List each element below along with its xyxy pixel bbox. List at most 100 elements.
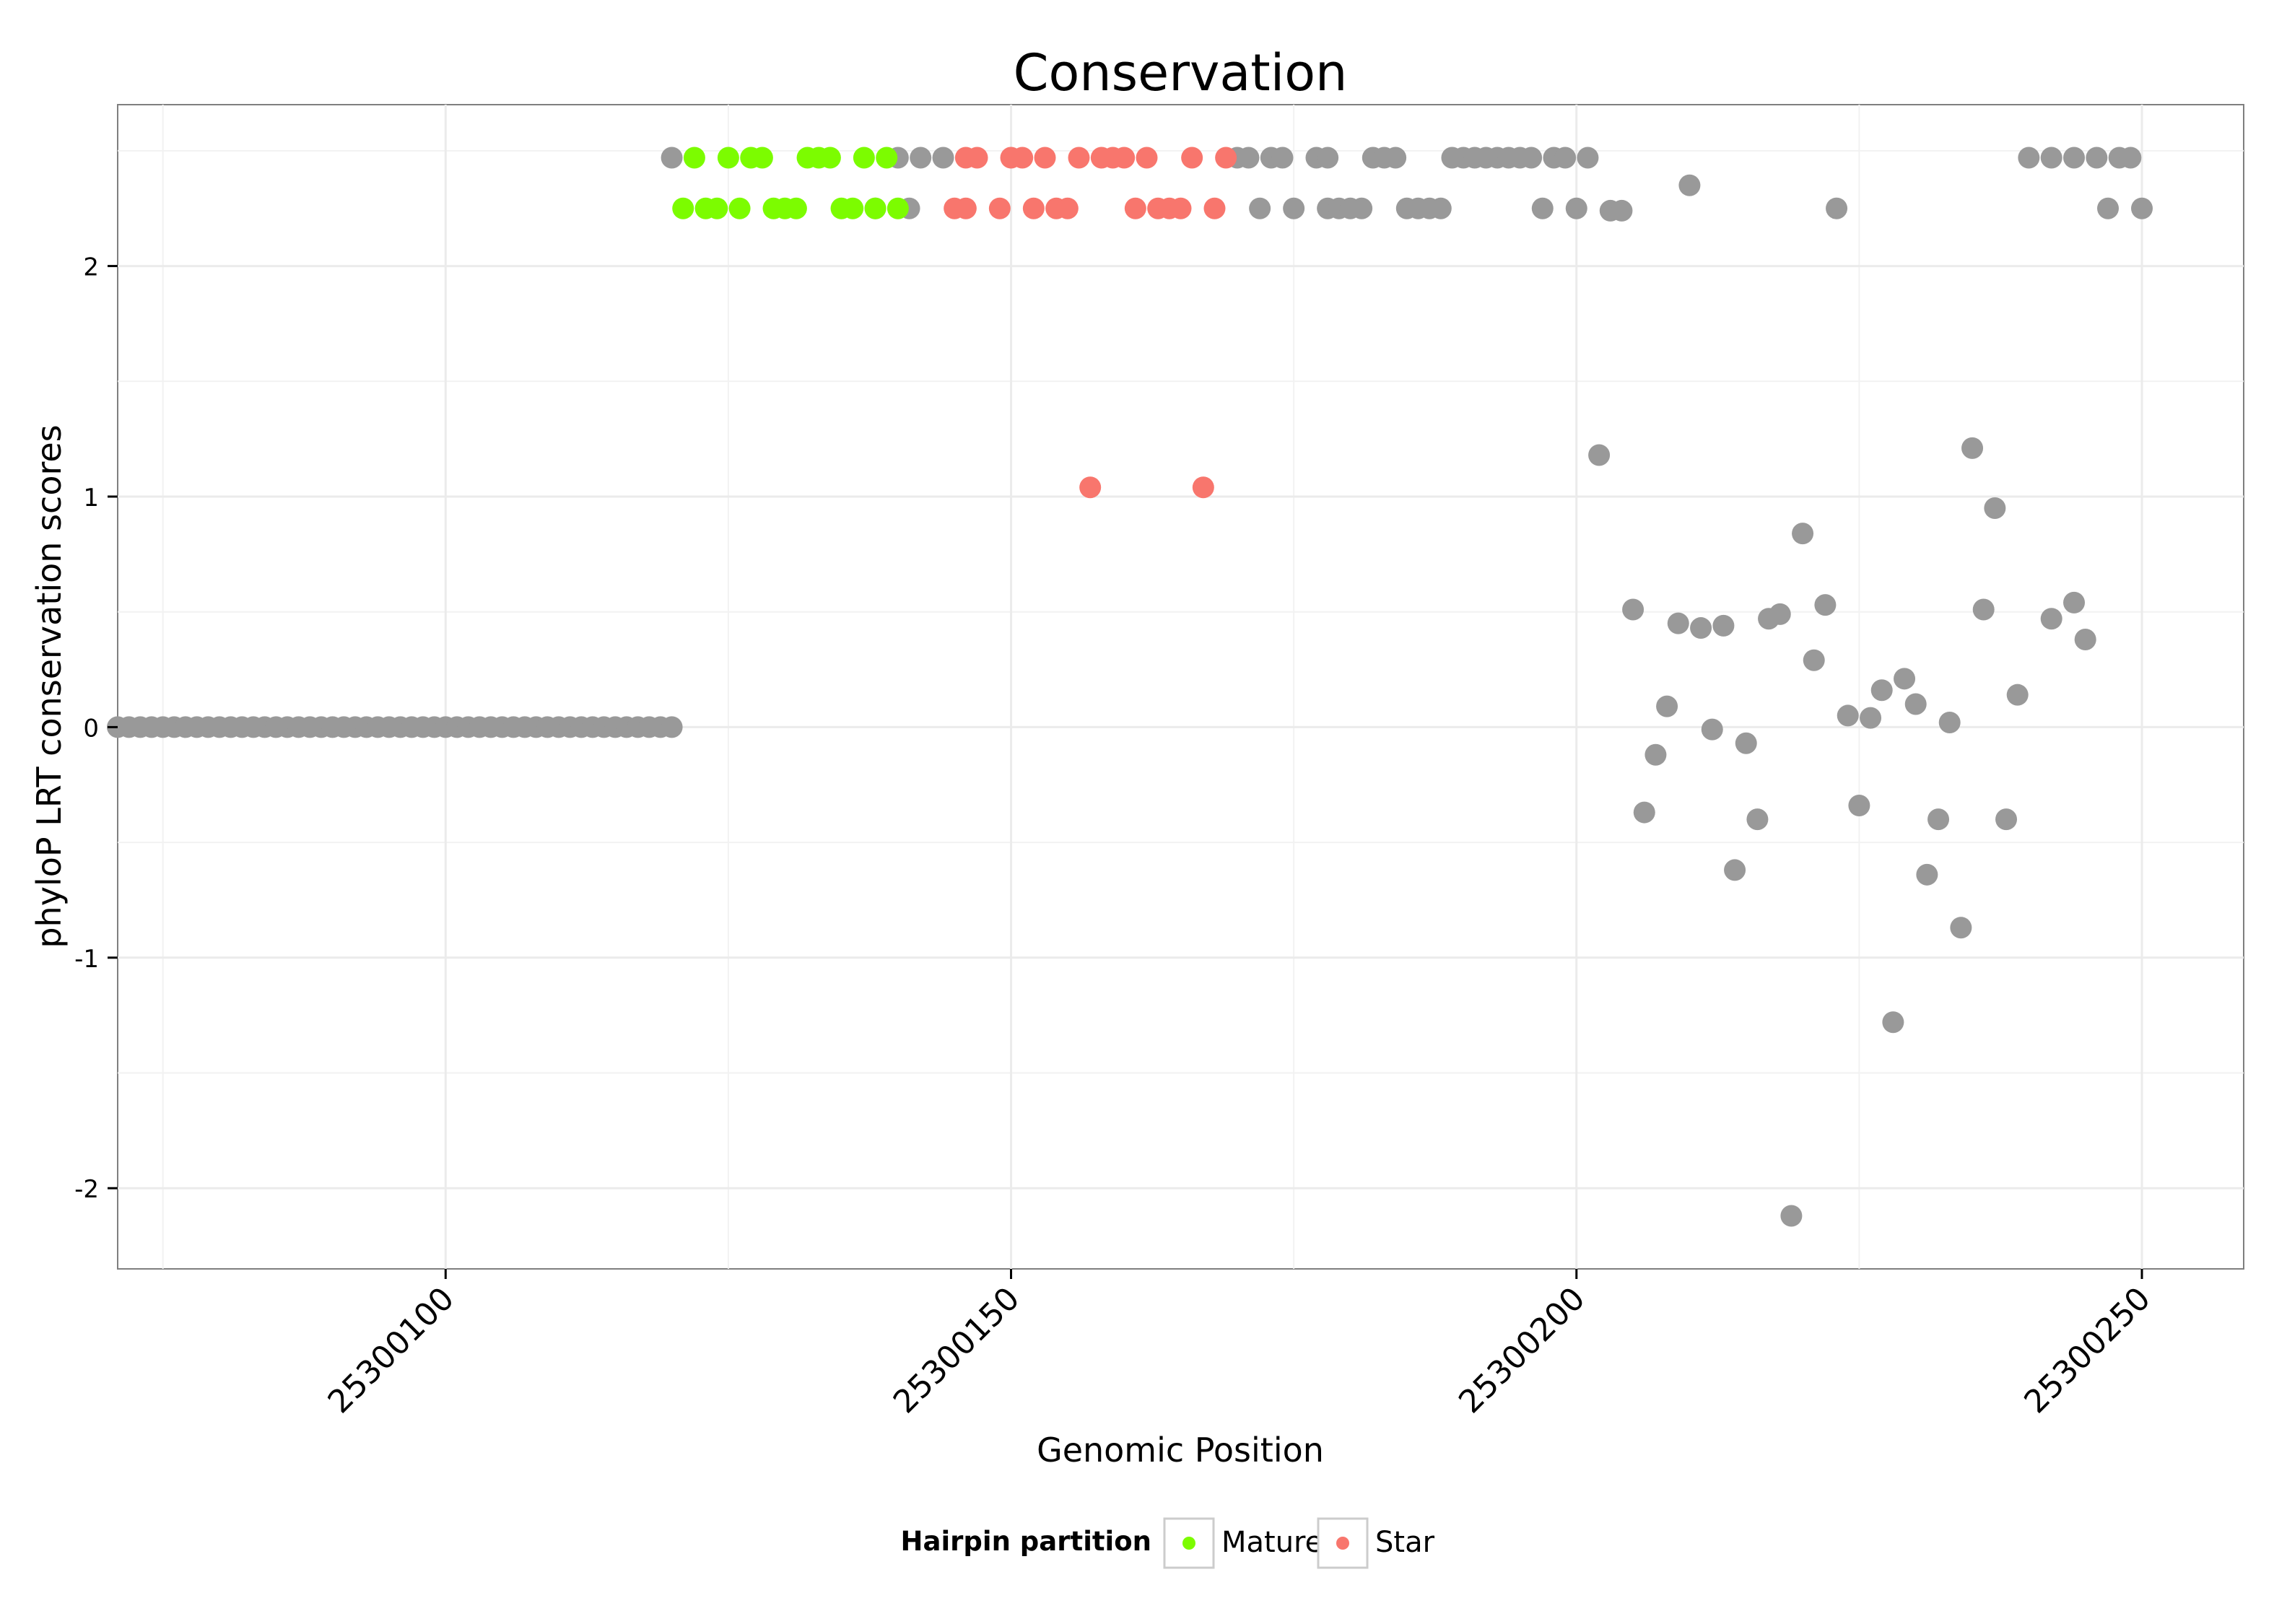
point-other [2086,147,2108,169]
point-other [1837,704,1859,727]
point-other [1531,197,1554,219]
point-mature [728,197,751,219]
point-other [910,147,932,169]
point-mature [785,197,807,219]
point-other [1611,199,1633,222]
x-tick-label: 25300250 [2017,1280,2157,1420]
point-other [1724,859,1746,881]
x-tick-label: 25300200 [1452,1280,1592,1420]
point-mature [683,147,705,169]
point-other [1894,668,1916,690]
point-star [1056,197,1079,219]
legend-label-mature: Mature [1221,1526,1323,1559]
point-star [1192,476,1214,499]
point-other [2040,147,2062,169]
y-tick-label: 0 [83,714,99,743]
plot-panel [117,104,2244,1270]
point-other [1972,598,1995,621]
point-other [1690,617,1712,639]
point-other [1429,197,1452,219]
grid-lines [118,105,2244,1269]
y-tick-label: -2 [74,1175,99,1204]
point-mature [751,147,773,169]
point-other [1848,794,1870,816]
legend-swatch-star [1336,1537,1349,1550]
point-mature [886,197,909,219]
point-star [988,197,1011,219]
point-mature [876,147,898,169]
point-other [1735,732,1757,754]
point-other [1249,197,1271,219]
point-other [1317,147,1339,169]
point-other [1860,707,1882,729]
point-other [1667,612,1689,634]
point-other [2040,608,2062,630]
point-other [1385,147,1407,169]
point-other [1678,174,1701,196]
chart-title: Conservation [1014,43,1348,102]
point-star [1215,147,1237,169]
point-other [2131,197,2153,219]
series-star [944,147,1237,499]
y-axis: -2 -1 0 1 2 [74,253,118,1204]
series-mature [672,147,909,219]
point-other [661,716,683,738]
point-other [2063,591,2086,614]
point-other [661,147,683,169]
point-other [1644,743,1667,766]
point-other [1904,693,1927,715]
point-other [1826,197,1848,219]
point-other [1554,147,1577,169]
y-tick-label: 2 [83,253,99,282]
point-other [1237,147,1260,169]
point-star [1203,197,1226,219]
point-other [1938,712,1961,734]
point-other [1712,614,1735,637]
point-other [1984,497,2006,519]
point-other [1882,1011,1904,1034]
point-other [1520,147,1543,169]
point-other [1271,147,1294,169]
point-other [2074,629,2096,651]
legend: Hairpin partition Mature Star [901,1517,1435,1569]
point-star [1079,476,1102,499]
point-star [1068,147,1090,169]
point-other [1927,808,1950,831]
point-other [1656,695,1678,717]
point-other [2063,147,2086,169]
point-other [1769,603,1791,625]
point-other [1565,197,1587,219]
x-axis-label: Genomic Position [1037,1431,1324,1470]
point-other [2120,147,2142,169]
point-other [1950,917,1972,939]
point-other [1588,444,1611,466]
y-tick-label: 1 [83,484,99,512]
legend-title: Hairpin partition [901,1526,1151,1557]
series-other [107,147,2153,1227]
y-axis-label: phyloP LRT conservation scores [30,424,69,948]
point-other [1351,197,1373,219]
point-other [1870,679,1893,702]
point-other [1780,1205,1803,1227]
point-other [1283,197,1305,219]
point-star [966,147,988,169]
x-axis: 25300100 25300150 25300200 25300250 [321,1269,2158,1420]
point-mature [864,197,886,219]
point-other [1814,594,1837,616]
point-star [1113,147,1136,169]
point-star [1181,147,1203,169]
point-star [1022,197,1045,219]
point-other [1961,437,1984,459]
point-other [2097,197,2120,219]
x-tick-label: 25300100 [321,1280,461,1420]
point-other [1746,808,1769,831]
point-other [1995,808,2018,831]
point-star [1136,147,1158,169]
point-mature [706,197,728,219]
point-star [954,197,977,219]
point-mature [842,197,864,219]
point-mature [853,147,875,169]
y-tick-label: -1 [74,945,99,974]
point-other [1577,147,1599,169]
